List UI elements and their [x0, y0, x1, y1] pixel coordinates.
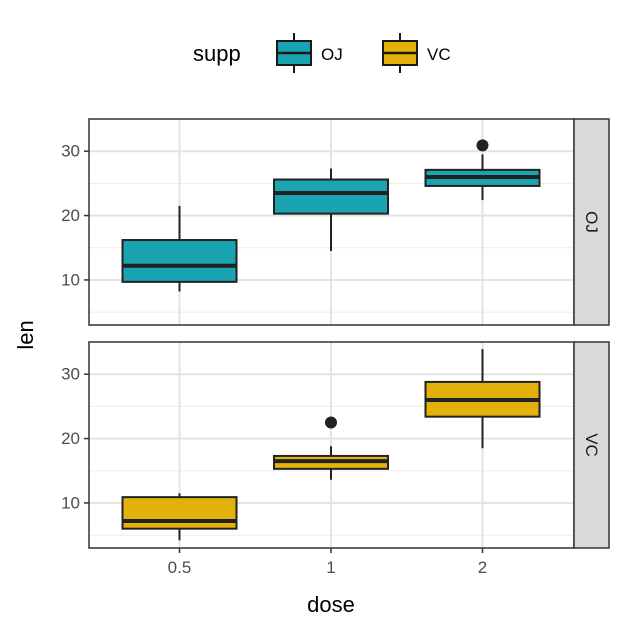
y-tick-label: 10 [61, 493, 80, 512]
facet-strip [573, 118, 610, 326]
box-vc-0.5 [121, 493, 238, 541]
y-tick-label: 30 [61, 142, 80, 161]
box-body [121, 239, 238, 283]
panel-oj: OJ 10 20 30 [61, 118, 610, 326]
legend-label: OJ [321, 45, 343, 64]
box-body [273, 178, 389, 215]
facet-strip [573, 341, 610, 549]
box-vc-1 [273, 416, 389, 480]
x-tick-label: 2 [478, 558, 487, 577]
legend-entry-vc: VC [382, 33, 451, 73]
x-axis-ticks: 0.5 1 2 [168, 548, 487, 577]
box-oj-1 [273, 168, 389, 251]
outlier-point [476, 139, 489, 152]
box-vc-2 [424, 349, 541, 449]
box-body [121, 496, 238, 530]
legend-label: VC [427, 45, 451, 64]
y-tick-label: 20 [61, 429, 80, 448]
y-tick-label: 20 [61, 206, 80, 225]
x-tick-label: 1 [326, 558, 335, 577]
facet-panels: OJ 10 20 30 VC 10 20 30 [61, 118, 610, 549]
x-tick-label: 0.5 [168, 558, 192, 577]
x-axis-title: dose [307, 592, 355, 617]
y-tick-label: 10 [61, 270, 80, 289]
strip-label: OJ [582, 211, 601, 233]
y-axis-title: len [13, 320, 38, 349]
panel-vc: VC 10 20 30 [61, 341, 610, 549]
legend-entry-oj: OJ [276, 33, 343, 73]
y-tick-label: 30 [61, 365, 80, 384]
box-oj-2 [424, 139, 541, 201]
outlier-point [325, 416, 337, 429]
strip-label: VC [582, 433, 601, 457]
legend-title: supp [193, 41, 241, 66]
box-oj-0.5 [121, 205, 238, 292]
legend: supp OJ VC [193, 33, 451, 73]
